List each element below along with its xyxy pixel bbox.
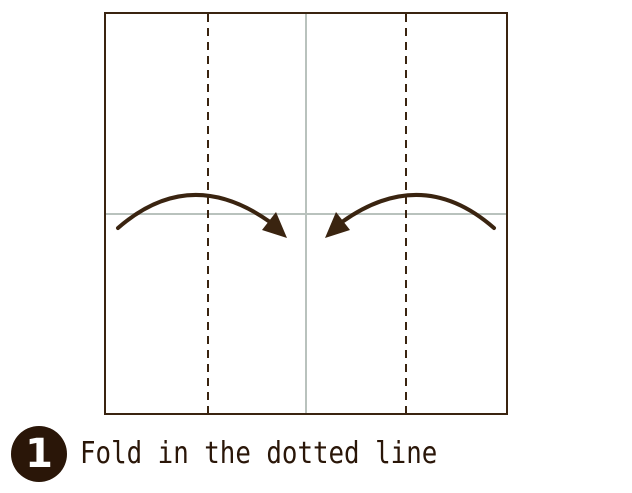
curved-arrow-left-icon — [325, 193, 496, 238]
step-instruction: Fold in the dotted line — [80, 436, 438, 471]
curved-arrow-right-icon — [116, 193, 287, 238]
step-number-badge: 1 — [11, 426, 67, 482]
